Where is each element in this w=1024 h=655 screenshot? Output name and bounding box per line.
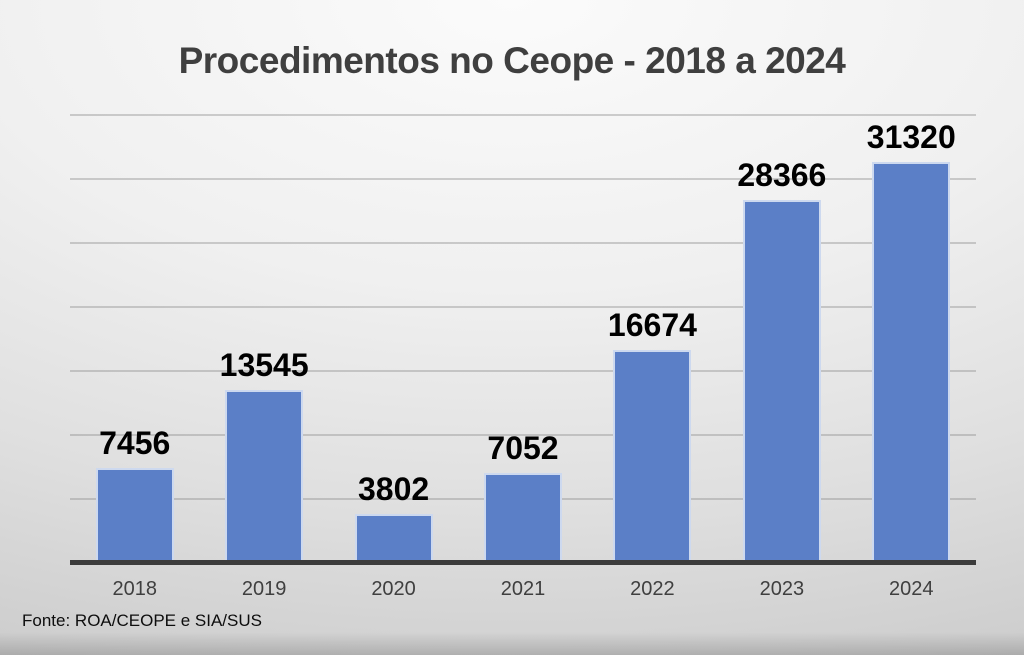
bar-2019 bbox=[225, 389, 304, 563]
value-label-2019: 13545 bbox=[219, 346, 309, 383]
x-label-2019: 2019 bbox=[241, 578, 287, 600]
bar-2022 bbox=[613, 349, 692, 563]
gridline-20000 bbox=[70, 306, 976, 308]
x-label-2018: 2018 bbox=[112, 578, 157, 600]
value-label-2023: 28366 bbox=[737, 156, 827, 193]
x-label-2021: 2021 bbox=[500, 578, 546, 600]
value-label-2020: 3802 bbox=[357, 471, 430, 508]
bar-2024 bbox=[872, 162, 951, 563]
bar-2021 bbox=[484, 472, 562, 563]
bar-2023 bbox=[742, 199, 821, 563]
x-label-2024: 2024 bbox=[889, 578, 934, 600]
chart-title: Procedimentos no Ceope - 2018 a 2024 bbox=[178, 40, 846, 81]
x-axis-line bbox=[70, 560, 976, 565]
x-axis-labels: 2018 2019 2020 2021 2022 2023 2024 bbox=[70, 578, 976, 604]
value-label-2018: 7456 bbox=[99, 424, 171, 461]
plot-area: 7456 13545 3802 7052 16674 28366 31320 bbox=[70, 114, 976, 565]
x-label-2020: 2020 bbox=[371, 578, 416, 600]
x-label-2023: 2023 bbox=[759, 578, 805, 600]
bar-2020 bbox=[354, 514, 433, 563]
value-label-2024: 31320 bbox=[866, 119, 956, 156]
gridline-30000 bbox=[70, 178, 976, 180]
gridline-10000 bbox=[70, 434, 976, 436]
x-label-2022: 2022 bbox=[630, 578, 675, 600]
value-label-2022: 16674 bbox=[607, 306, 697, 343]
source-note: Fonte: ROA/CEOPE e SIA/SUS bbox=[22, 611, 262, 630]
bar-2018 bbox=[95, 467, 174, 563]
value-label-2021: 7052 bbox=[487, 429, 559, 466]
gridline-25000 bbox=[70, 242, 976, 244]
gridline-35000 bbox=[70, 114, 976, 116]
gridline-15000 bbox=[70, 370, 976, 372]
